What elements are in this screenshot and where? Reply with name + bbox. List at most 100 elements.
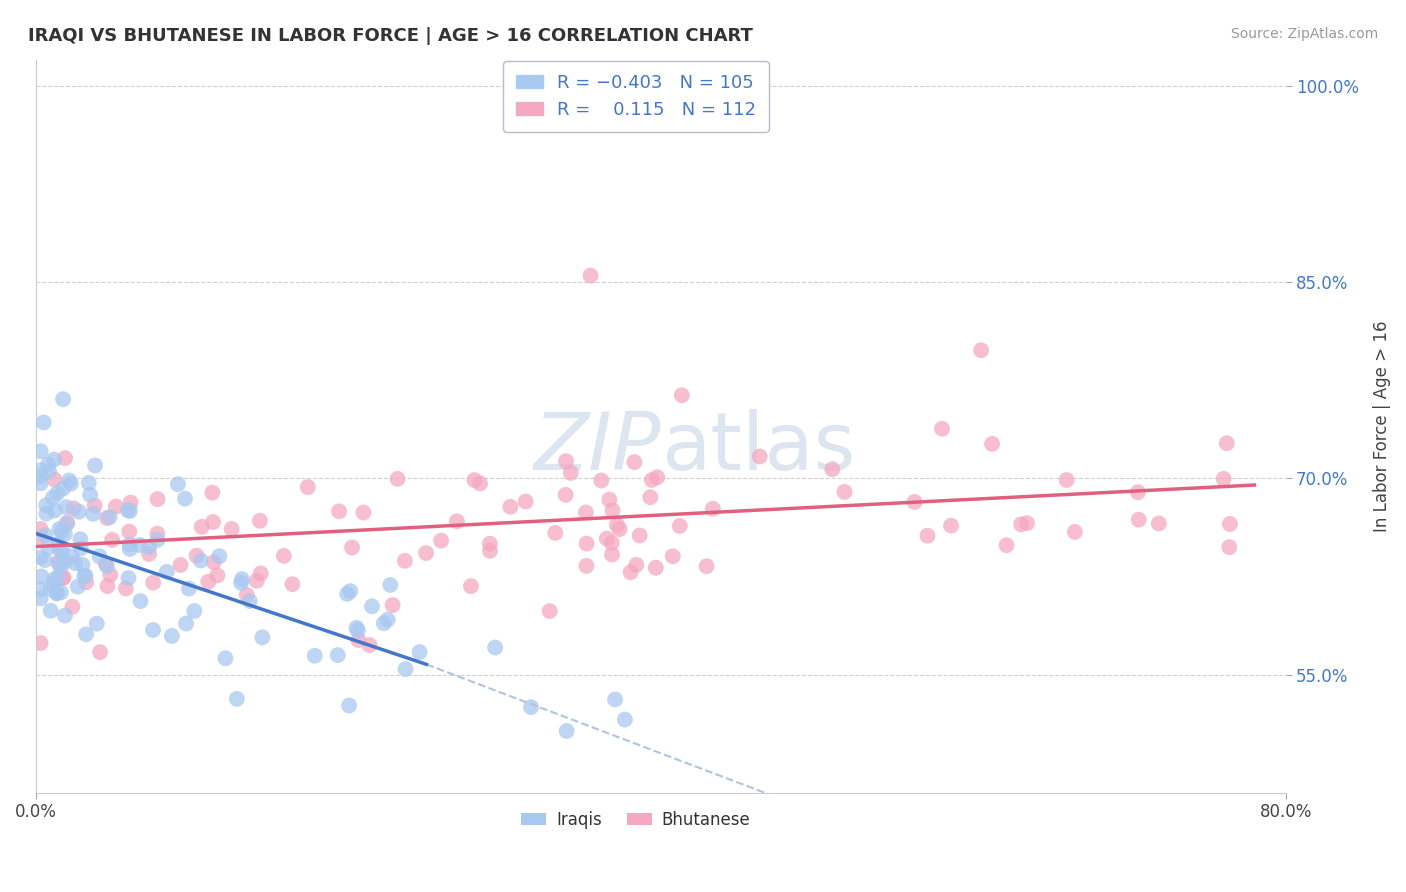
Point: [628, 528, 651, 542]
Point: [596, 532, 619, 546]
Point: [207, 568, 229, 582]
Point: [273, 549, 295, 563]
Point: [623, 455, 645, 469]
Point: [73, 569, 96, 583]
Point: [142, 575, 165, 590]
Point: [361, 599, 384, 614]
Point: [46, 570, 69, 584]
Point: [339, 584, 361, 599]
Point: [326, 648, 349, 662]
Point: [75, 627, 97, 641]
Point: [31, 569, 53, 583]
Point: [142, 623, 165, 637]
Point: [249, 514, 271, 528]
Point: [146, 492, 169, 507]
Point: [46, 555, 69, 569]
Point: [30, 550, 52, 565]
Point: [249, 566, 271, 581]
Point: [645, 470, 668, 484]
Point: [1212, 472, 1234, 486]
Point: [1128, 513, 1150, 527]
Point: [336, 587, 359, 601]
Point: [201, 515, 224, 529]
Point: [702, 501, 724, 516]
Point: [579, 268, 602, 283]
Point: [89, 645, 111, 659]
Point: [46, 486, 69, 500]
Point: [114, 582, 136, 596]
Point: [146, 533, 169, 547]
Point: [696, 559, 718, 574]
Text: IRAQI VS BHUTANESE IN LABOR FORCE | AGE > 16 CORRELATION CHART: IRAQI VS BHUTANESE IN LABOR FORCE | AGE …: [28, 27, 754, 45]
Point: [1064, 524, 1087, 539]
Point: [381, 598, 404, 612]
Point: [834, 484, 856, 499]
Point: [201, 485, 224, 500]
Point: [190, 520, 212, 534]
Point: [484, 640, 506, 655]
Point: [239, 594, 262, 608]
Point: [67, 505, 90, 519]
Point: [56, 516, 79, 530]
Point: [387, 472, 409, 486]
Point: [640, 490, 662, 504]
Point: [96, 559, 118, 574]
Point: [35, 507, 58, 521]
Point: [380, 578, 402, 592]
Point: [221, 522, 243, 536]
Point: [84, 458, 107, 473]
Point: [246, 574, 269, 588]
Point: [281, 577, 304, 591]
Point: [128, 538, 150, 552]
Point: [118, 541, 141, 556]
Point: [98, 510, 121, 524]
Point: [821, 462, 844, 476]
Point: [1216, 436, 1239, 450]
Point: [903, 495, 925, 509]
Point: [231, 572, 253, 586]
Point: [1015, 516, 1038, 530]
Point: [32, 416, 55, 430]
Point: [183, 604, 205, 618]
Point: [468, 476, 491, 491]
Point: [560, 466, 582, 480]
Point: [174, 491, 197, 506]
Point: [38, 465, 60, 479]
Point: [30, 522, 52, 536]
Point: [53, 554, 76, 568]
Point: [52, 570, 75, 584]
Point: [65, 556, 87, 570]
Point: [30, 476, 52, 491]
Point: [129, 594, 152, 608]
Point: [48, 556, 70, 570]
Point: [30, 469, 52, 483]
Point: [35, 498, 58, 512]
Point: [190, 553, 212, 567]
Point: [60, 599, 83, 614]
Point: [72, 558, 94, 572]
Point: [337, 698, 360, 713]
Point: [39, 604, 62, 618]
Point: [89, 549, 111, 564]
Legend: Iraqis, Bhutanese: Iraqis, Bhutanese: [515, 805, 758, 836]
Point: [166, 477, 188, 491]
Point: [34, 528, 56, 542]
Point: [186, 549, 208, 563]
Point: [69, 533, 91, 547]
Point: [555, 723, 578, 738]
Point: [671, 388, 693, 402]
Point: [169, 558, 191, 572]
Point: [117, 571, 139, 585]
Point: [86, 616, 108, 631]
Point: [600, 548, 623, 562]
Point: [174, 616, 197, 631]
Point: [575, 558, 598, 573]
Point: [49, 585, 72, 599]
Point: [60, 476, 83, 491]
Point: [554, 488, 576, 502]
Point: [202, 555, 225, 569]
Point: [394, 662, 416, 676]
Point: [96, 511, 118, 525]
Point: [538, 604, 561, 618]
Point: [995, 538, 1018, 552]
